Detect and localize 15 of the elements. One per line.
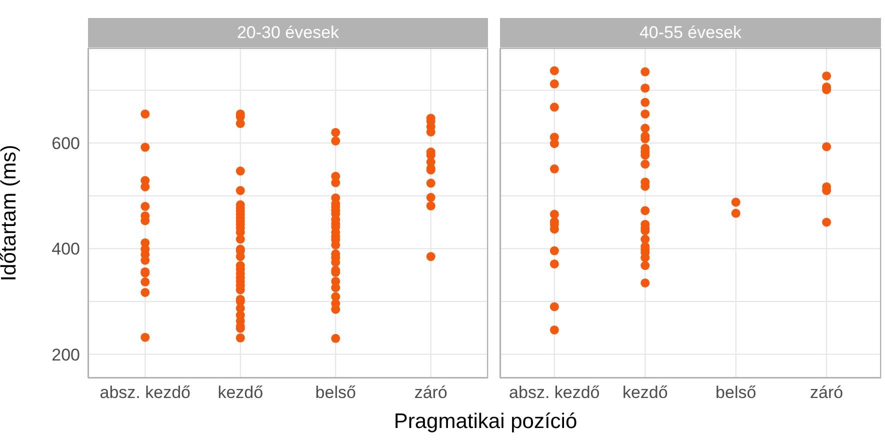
x-tick-label: belső bbox=[716, 383, 756, 402]
x-tick-label: kezdő bbox=[622, 383, 668, 402]
x-tick-label: kezdő bbox=[218, 383, 264, 402]
x-axis-title: Pragmatikai pozíció bbox=[392, 410, 578, 434]
chart-title: 40-55 évesek bbox=[500, 18, 881, 48]
x-tick-label: absz. kezdő bbox=[509, 383, 600, 402]
x-tick-label: záró bbox=[810, 383, 844, 402]
x-tick-label: belső bbox=[315, 383, 356, 402]
x-tick-label: záró bbox=[414, 383, 448, 402]
y-axis-title: Időtartam (ms) bbox=[0, 144, 20, 282]
y-tick-label: 400 bbox=[52, 240, 80, 259]
y-tick-label: 600 bbox=[52, 134, 80, 154]
y-tick-label: 200 bbox=[52, 345, 80, 364]
x-tick-label: absz. kezdő bbox=[100, 383, 191, 402]
chart-title: 20-30 évesek bbox=[88, 18, 488, 48]
